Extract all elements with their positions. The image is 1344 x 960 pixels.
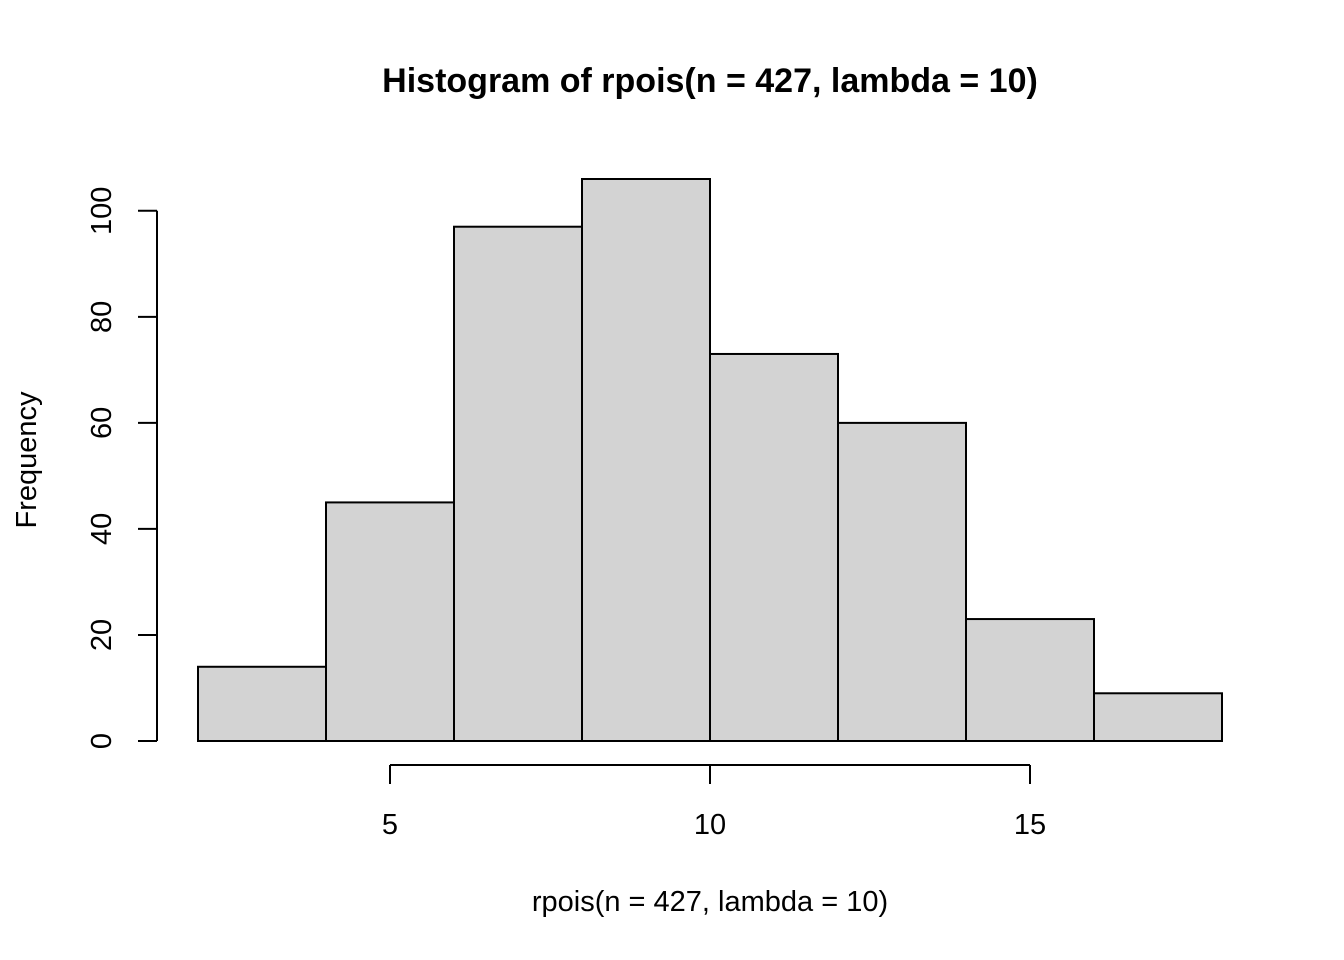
x-tick-label: 15 bbox=[1014, 809, 1046, 841]
histogram-bar bbox=[325, 501, 455, 742]
x-axis-title: rpois(n = 427, lambda = 10) bbox=[532, 886, 888, 918]
y-tick-label: 20 bbox=[86, 619, 118, 651]
bars-group bbox=[197, 178, 1223, 742]
y-axis-title: Frequency bbox=[11, 391, 43, 529]
x-tick-label: 10 bbox=[694, 809, 726, 841]
histogram-bar bbox=[1093, 692, 1223, 742]
histogram-bar bbox=[581, 178, 711, 742]
histogram-bar bbox=[453, 225, 583, 742]
y-tick-label: 60 bbox=[86, 407, 118, 439]
chart-title: Histogram of rpois(n = 427, lambda = 10) bbox=[382, 62, 1038, 100]
x-axis: 5 10 15 bbox=[382, 764, 1046, 841]
histogram-bar bbox=[837, 421, 967, 742]
histogram-bar bbox=[965, 618, 1095, 742]
histogram-bar bbox=[709, 352, 839, 742]
x-tick-label: 5 bbox=[382, 809, 398, 841]
y-tick-label: 0 bbox=[86, 733, 118, 749]
y-tick-label: 100 bbox=[86, 187, 118, 235]
y-axis: 0 20 40 60 80 100 bbox=[86, 187, 158, 749]
y-tick-label: 40 bbox=[86, 513, 118, 545]
histogram-bar bbox=[197, 665, 327, 742]
y-tick-label: 80 bbox=[86, 301, 118, 333]
